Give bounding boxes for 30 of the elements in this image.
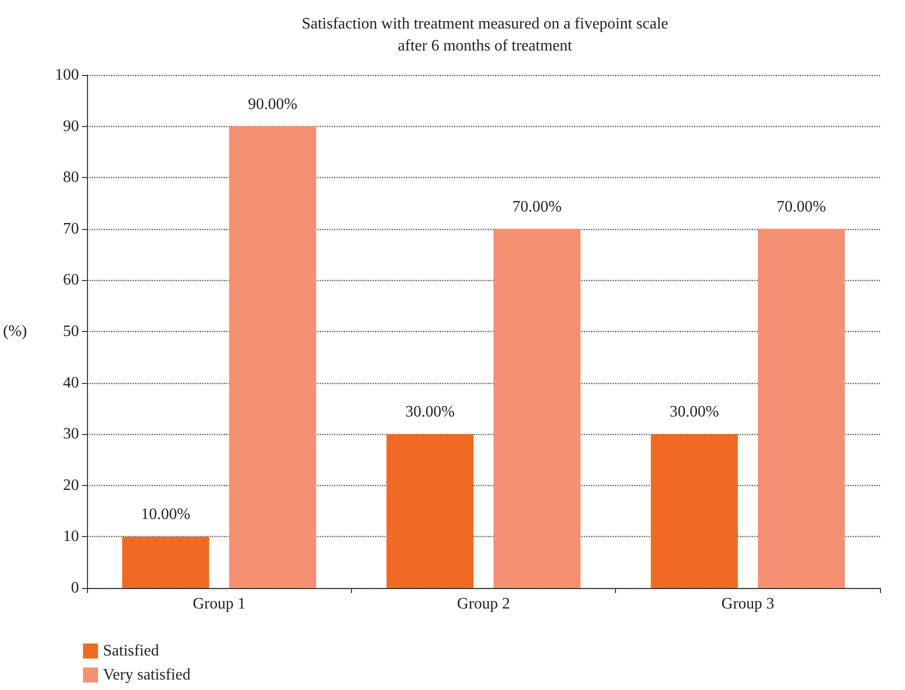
x-tick-label: Group 1 (192, 596, 246, 612)
legend-label: Very satisfied (103, 666, 191, 684)
bar (758, 228, 845, 588)
y-tick-label: 0 (70, 580, 79, 596)
y-tick-label: 40 (62, 374, 79, 392)
bar (229, 126, 316, 588)
y-tick-label: 20 (62, 476, 79, 494)
y-tick-label: 100 (54, 66, 79, 84)
y-tick-label: 10 (62, 528, 79, 546)
data-label: 70.00% (512, 198, 562, 216)
y-tick-label: 90 (62, 118, 79, 135)
bar (386, 434, 474, 588)
data-label: 10.00% (140, 506, 190, 524)
chart-title: Satisfaction with treatment measured on a fivepoint scale after 6 months of treatment (302, 16, 668, 54)
data-label: 30.00% (405, 404, 455, 421)
data-label: 70.00% (776, 198, 826, 216)
y-tick-label: 80 (62, 169, 79, 186)
y-axis-title: (%) (3, 323, 27, 340)
x-tick-label: Group 3 (721, 596, 774, 612)
y-tick-label: 50 (62, 323, 79, 340)
x-tick-label: Group 2 (457, 596, 510, 612)
y-tick-label: 30 (62, 426, 79, 443)
y-tick-label: 70 (62, 220, 79, 238)
legend-label: Satisfied (103, 642, 159, 660)
data-label: 90.00% (248, 96, 298, 113)
bar (122, 536, 210, 588)
data-label: 30.00% (670, 404, 719, 421)
bar (493, 228, 580, 588)
y-tick-label: 60 (62, 272, 79, 289)
bar (650, 434, 738, 588)
